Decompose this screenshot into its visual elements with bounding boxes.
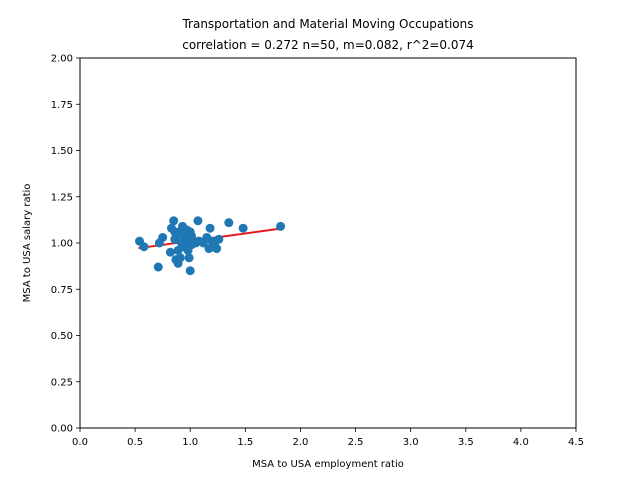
y-axis-ticks: 0.00 0.25 0.50 0.75 1.00 1.25 1.50 1.75 2.00 [51,54,80,435]
data-point [212,244,222,254]
x-tick-label: 0.0 [72,437,88,448]
data-point [158,232,168,242]
data-point [186,231,196,241]
y-axis-label: MSA to USA salary ratio [22,184,33,303]
data-point [214,234,224,244]
x-tick-label: 4.5 [568,437,584,448]
data-point [153,262,163,272]
x-tick-label: 1.0 [182,437,198,448]
y-tick-label: 1.00 [51,239,73,250]
x-tick-label: 2.0 [292,437,308,448]
y-tick-label: 0.25 [51,377,73,388]
data-point [202,232,212,242]
data-point [169,216,179,226]
data-point [185,266,195,276]
y-tick-label: 1.75 [51,100,73,111]
data-point [276,221,286,231]
y-tick-label: 1.50 [51,146,73,157]
y-tick-label: 1.25 [51,192,73,203]
x-tick-label: 1.5 [237,437,253,448]
x-tick-label: 2.5 [348,437,364,448]
data-point [139,242,149,252]
chart-title-line1: Transportation and Material Moving Occup… [181,17,473,31]
points-layer [135,216,286,276]
data-point [183,245,193,255]
x-axis-ticks: 0.0 0.5 1.0 1.5 2.0 2.5 3.0 3.5 4.0 4.5 [72,428,584,448]
data-point [205,223,215,233]
data-point [184,253,194,263]
data-point [193,216,203,226]
y-tick-label: 0.75 [51,285,73,296]
data-point [224,218,234,228]
x-tick-label: 3.0 [403,437,419,448]
data-point [170,234,180,244]
x-tick-label: 4.0 [513,437,529,448]
x-tick-label: 0.5 [127,437,143,448]
chart-title-line2: correlation = 0.272 n=50, m=0.082, r^2=0… [182,38,474,52]
y-tick-label: 0.50 [51,331,73,342]
y-tick-label: 0.00 [51,424,73,435]
plot-frame [79,57,577,429]
x-tick-label: 3.5 [458,437,474,448]
data-point [238,223,248,233]
y-tick-label: 2.00 [51,54,73,65]
x-axis-label: MSA to USA employment ratio [252,459,404,470]
data-point [165,247,175,257]
data-point [175,253,185,263]
